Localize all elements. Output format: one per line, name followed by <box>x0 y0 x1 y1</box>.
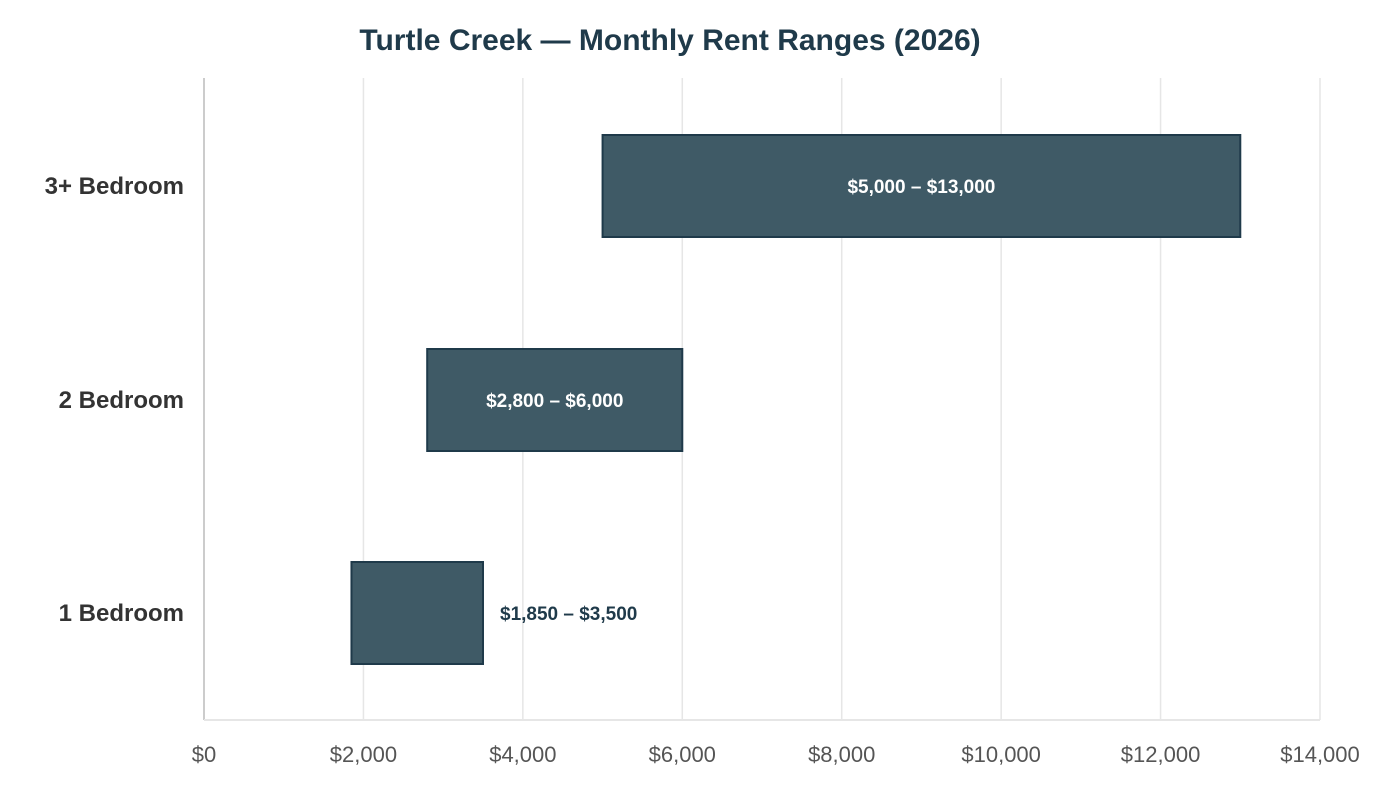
x-tick-label: $6,000 <box>649 742 716 767</box>
x-tick-labels: $0 $2,000 $4,000 $6,000 $8,000 $10,000 $12,000… <box>192 742 1360 767</box>
x-tick-label: $4,000 <box>489 742 556 767</box>
x-tick-label: $14,000 <box>1280 742 1360 767</box>
category-label: 2 Bedroom <box>59 387 184 414</box>
range-bar <box>350 561 484 665</box>
bar-value-label: $5,000 – $13,000 <box>847 177 995 198</box>
chart-title: Turtle Creek — Monthly Rent Ranges (2026… <box>359 24 980 57</box>
x-tick-label: $12,000 <box>1121 742 1201 767</box>
category-labels: 3+ Bedroom 2 Bedroom 1 Bedroom <box>45 173 184 627</box>
category-label: 1 Bedroom <box>59 600 184 627</box>
range-bar <box>426 348 684 452</box>
category-label: 3+ Bedroom <box>45 173 184 200</box>
x-tick-label: $10,000 <box>961 742 1041 767</box>
bar-value-label: $1,850 – $3,500 <box>500 604 637 625</box>
bar-value-label: $2,800 – $6,000 <box>486 391 623 412</box>
axes <box>203 78 1320 721</box>
range-bar <box>601 134 1242 238</box>
x-tick-label: $0 <box>192 742 216 767</box>
x-tick-label: $2,000 <box>330 742 397 767</box>
x-tick-label: $8,000 <box>808 742 875 767</box>
range-bars <box>350 134 1242 665</box>
bar-value-labels: $5,000 – $13,000 $2,800 – $6,000 $1,850 – … <box>486 177 995 625</box>
